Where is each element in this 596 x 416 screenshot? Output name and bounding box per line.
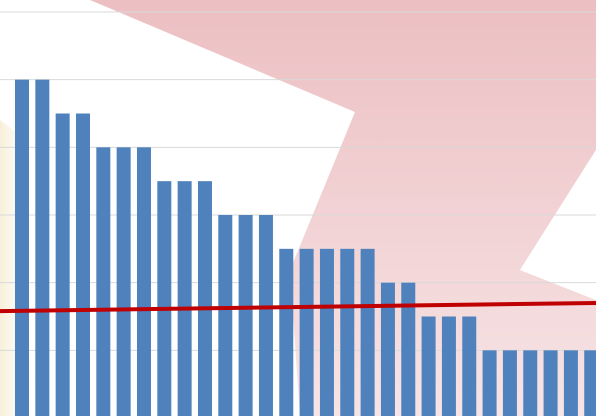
bar bbox=[96, 147, 110, 416]
bar bbox=[198, 181, 212, 416]
bar bbox=[279, 249, 293, 416]
bar bbox=[157, 181, 171, 416]
bar bbox=[76, 114, 90, 416]
bar bbox=[503, 350, 517, 416]
bar bbox=[56, 114, 70, 416]
page: {"chart_data": {"type": "bar", "values":… bbox=[0, 0, 596, 416]
bar bbox=[218, 215, 232, 416]
bar bbox=[544, 350, 558, 416]
bar bbox=[300, 249, 314, 416]
bar bbox=[178, 181, 192, 416]
bar bbox=[239, 215, 253, 416]
bar bbox=[584, 350, 596, 416]
bar bbox=[401, 283, 415, 416]
chart bbox=[0, 0, 596, 416]
bar bbox=[35, 80, 49, 416]
bar bbox=[340, 249, 354, 416]
bar bbox=[361, 249, 375, 416]
bar bbox=[320, 249, 334, 416]
bar bbox=[442, 317, 456, 416]
bar bbox=[422, 317, 436, 416]
bar bbox=[483, 350, 497, 416]
bar bbox=[381, 283, 395, 416]
bar bbox=[117, 147, 131, 416]
bar bbox=[15, 80, 29, 416]
bar bbox=[259, 215, 273, 416]
bar bbox=[137, 147, 151, 416]
bar bbox=[564, 350, 578, 416]
bar bbox=[523, 350, 537, 416]
bar bbox=[462, 317, 476, 416]
